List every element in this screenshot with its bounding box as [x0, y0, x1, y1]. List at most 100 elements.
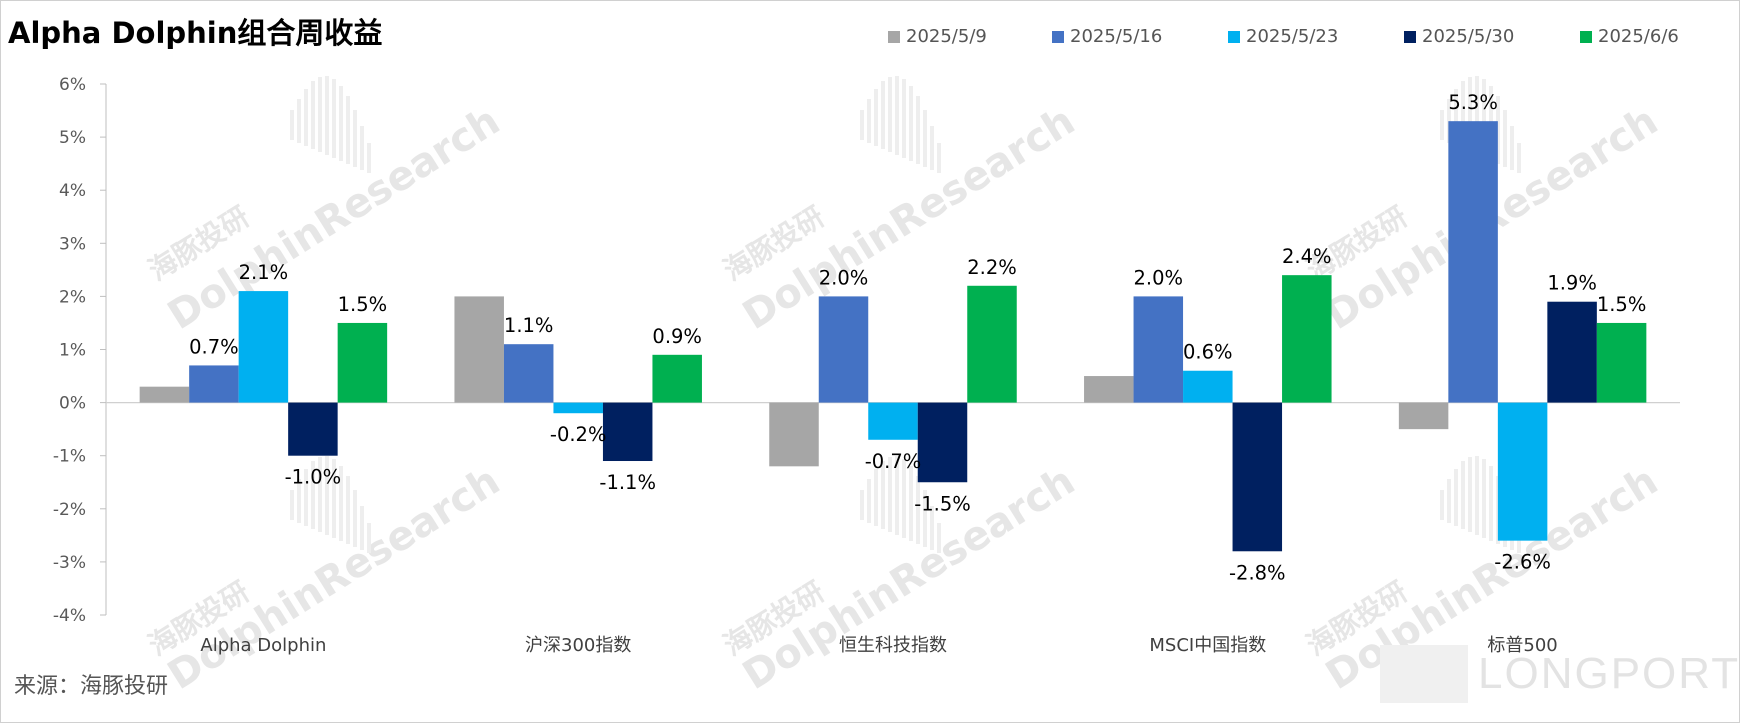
watermark-bar — [1496, 96, 1500, 164]
watermark-bar — [311, 81, 315, 149]
watermark-bar — [867, 99, 871, 143]
bar — [1547, 301, 1597, 403]
watermark-bar — [881, 81, 885, 149]
watermark-bar — [1461, 461, 1465, 529]
watermark-bar — [1447, 99, 1451, 143]
watermark-bar — [937, 523, 941, 553]
y-tick-label: 4% — [59, 181, 86, 201]
y-tick-label: -3% — [53, 553, 86, 573]
y-tick-label: 3% — [59, 234, 86, 254]
watermark-bar — [367, 143, 371, 173]
watermark-bar — [923, 490, 927, 547]
watermark-bar — [916, 96, 920, 164]
legend-swatch — [1580, 30, 1592, 43]
data-label: -0.2% — [550, 423, 607, 446]
watermark-bar — [339, 466, 343, 541]
data-label: 2.4% — [1282, 245, 1332, 268]
x-tick-label: 沪深300指数 — [525, 635, 631, 656]
y-tick-label: 1% — [59, 341, 86, 361]
y-tick-label: -2% — [53, 500, 86, 520]
y-axis: 6% 5% 4% 3% 2% 1% 0% -1% -2% -3% -4% — [53, 75, 1680, 626]
data-label: -1.1% — [599, 471, 656, 494]
source-note: 来源：海豚投研 — [14, 674, 169, 699]
data-label: 1.5% — [1597, 293, 1647, 316]
bar — [139, 386, 190, 403]
legend-swatch — [888, 30, 900, 43]
watermark-bar — [360, 126, 364, 170]
watermark-bar — [1440, 490, 1444, 520]
watermark-bar — [860, 110, 864, 140]
y-tick-label: 6% — [59, 75, 86, 95]
watermark-bar — [290, 490, 294, 520]
watermark-bar — [346, 96, 350, 164]
watermark-bar — [1489, 466, 1493, 541]
bar — [602, 402, 653, 462]
x-tick-label: MSCI中国指数 — [1149, 635, 1266, 656]
data-label: 2.2% — [967, 256, 1017, 279]
legend-item-2025-6-6: 2025/6/6 — [1580, 26, 1679, 47]
watermark-bar — [909, 86, 913, 161]
y-tick-label: -1% — [53, 447, 86, 467]
legend-label: 2025/5/9 — [906, 26, 987, 47]
legend-label: 2025/5/16 — [1070, 26, 1163, 47]
watermark-bar — [325, 456, 329, 535]
chart-title: Alpha Dolphin组合周收益 — [8, 16, 383, 50]
legend-label: 2025/5/30 — [1422, 26, 1515, 47]
watermark-bar — [930, 126, 934, 170]
bar — [189, 365, 239, 403]
bar — [503, 344, 554, 403]
watermark-bar — [1503, 110, 1507, 167]
bar — [1497, 402, 1548, 541]
watermark-bar — [902, 79, 906, 158]
watermark-bar — [860, 490, 864, 520]
bar — [652, 354, 702, 403]
watermark-bar — [297, 479, 301, 523]
bar — [288, 402, 338, 456]
bar — [868, 402, 918, 440]
bar — [769, 402, 819, 467]
watermark-bar — [1482, 459, 1486, 538]
y-tick-label: 2% — [59, 287, 86, 307]
legend-item-2025-5-30: 2025/5/30 — [1404, 26, 1514, 47]
watermark-bar — [1468, 77, 1472, 152]
watermark-bar — [311, 461, 315, 529]
watermark-bar — [895, 76, 899, 155]
watermark-bar — [909, 466, 913, 541]
data-label: -0.7% — [865, 450, 922, 473]
data-labels: 0.7% 2.1% -1.0% 1.5% 1.1% -0.2% -1.1% 0.9% 2.0% -… — [189, 91, 1646, 584]
watermark-bar — [916, 476, 920, 544]
watermark-bar — [874, 469, 878, 526]
legend-swatch — [1404, 30, 1416, 43]
watermark-bar — [304, 469, 308, 526]
data-label: 2.1% — [239, 261, 289, 284]
bar — [917, 402, 968, 483]
data-label: -2.8% — [1229, 561, 1286, 584]
watermark-bar — [367, 523, 371, 553]
data-label: -1.0% — [285, 466, 342, 489]
legend-swatch — [1228, 30, 1240, 43]
watermark-bar — [332, 79, 336, 158]
bar — [818, 296, 869, 403]
bar — [553, 402, 603, 414]
y-tick-label: 0% — [59, 394, 86, 414]
watermark-bar — [353, 110, 357, 167]
data-label: 0.7% — [189, 335, 239, 358]
x-axis: Alpha Dolphin 沪深300指数 恒生科技指数 MSCI中国指数 标普500 — [200, 635, 1557, 656]
legend-label: 2025/5/23 — [1246, 26, 1339, 47]
y-tick-label: -4% — [53, 606, 86, 626]
watermark-bar — [902, 459, 906, 538]
watermark-bar — [332, 459, 336, 538]
watermark-bar — [1454, 469, 1458, 526]
legend-item-2025-5-9: 2025/5/9 — [888, 26, 987, 47]
watermark-bar — [360, 506, 364, 550]
legend-label: 2025/6/6 — [1598, 26, 1679, 47]
bar — [1282, 275, 1332, 403]
logo-mark-icon — [1380, 645, 1468, 703]
watermark-bar — [888, 457, 892, 532]
watermark-bar — [895, 456, 899, 535]
bar — [1133, 296, 1184, 403]
data-label: 1.9% — [1547, 272, 1597, 295]
bar — [1596, 322, 1647, 403]
watermark-bar — [1454, 89, 1458, 146]
data-label: -2.6% — [1494, 551, 1551, 574]
